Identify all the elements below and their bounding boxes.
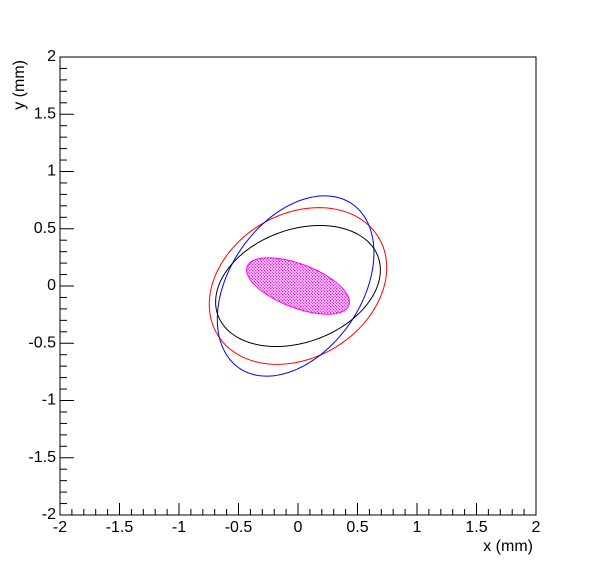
y-tick-label: -2	[42, 506, 56, 523]
ellipse	[216, 195, 375, 377]
y-tick-label: 0.5	[34, 220, 56, 237]
x-axis-title: x (mm)	[483, 538, 533, 555]
y-tick-label: -1.5	[28, 449, 56, 466]
x-tick-label: 1.5	[465, 519, 487, 536]
x-tick-label: 2	[532, 519, 541, 536]
x-tick-label: -0.5	[225, 519, 253, 536]
x-tick-label: 0	[294, 519, 303, 536]
y-tick-label: 1	[47, 163, 56, 180]
x-tick-label: 1	[413, 519, 422, 536]
x-tick-label: -1	[172, 519, 186, 536]
y-tick-label: 2	[47, 48, 56, 65]
y-tick-label: -1	[42, 392, 56, 409]
ellipse	[215, 225, 381, 347]
y-tick-label: 1.5	[34, 105, 56, 122]
filled-ellipse	[246, 257, 350, 315]
y-axis-title: y (mm)	[11, 60, 28, 110]
x-tick-label: 0.5	[346, 519, 368, 536]
x-tick-label: -2	[53, 519, 67, 536]
x-tick-label: -1.5	[106, 519, 134, 536]
y-tick-label: 0	[47, 277, 56, 294]
y-tick-label: -0.5	[28, 334, 56, 351]
